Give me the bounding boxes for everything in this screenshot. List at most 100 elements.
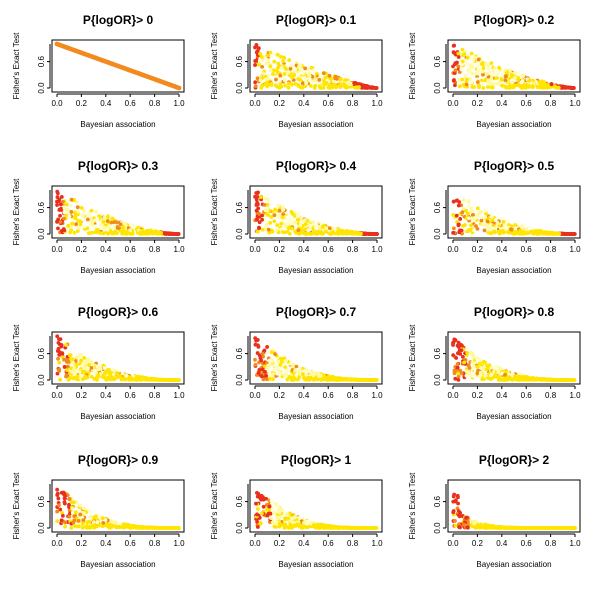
data-point xyxy=(286,81,291,86)
data-point xyxy=(276,515,281,520)
data-point xyxy=(88,509,93,514)
x-tick-label: 0.8 xyxy=(545,99,557,108)
data-point xyxy=(523,374,528,379)
data-point xyxy=(451,64,455,69)
x-tick-label: 0.6 xyxy=(323,539,335,548)
data-point xyxy=(283,370,288,375)
panel-title: P{logOR}> 0.8 xyxy=(474,305,555,319)
data-point xyxy=(76,226,81,230)
x-tick-label: 0.0 xyxy=(249,245,261,254)
data-point xyxy=(540,83,545,88)
data-point xyxy=(69,366,74,371)
data-point xyxy=(561,85,566,90)
data-point xyxy=(267,376,272,381)
data-point xyxy=(512,71,517,75)
data-point xyxy=(85,520,90,525)
y-tick-label: 0.6 xyxy=(37,495,46,507)
data-point xyxy=(295,377,300,382)
data-point xyxy=(78,512,83,517)
data-point xyxy=(287,218,291,223)
data-point xyxy=(342,82,347,87)
data-point xyxy=(144,229,149,234)
data-point xyxy=(56,356,60,361)
data-point xyxy=(279,84,284,89)
data-point xyxy=(565,526,570,530)
data-point xyxy=(497,65,502,70)
data-point xyxy=(466,204,471,209)
data-point xyxy=(475,80,480,85)
data-point xyxy=(479,366,484,370)
x-axis-label: Bayesian association xyxy=(278,120,353,129)
data-point xyxy=(283,83,288,88)
data-point xyxy=(63,524,67,529)
data-point xyxy=(279,65,284,70)
data-point xyxy=(456,55,461,59)
data-point xyxy=(140,376,145,381)
data-point xyxy=(75,205,80,210)
data-point xyxy=(469,223,473,228)
data-point xyxy=(55,195,60,199)
x-axis-label: Bayesian association xyxy=(476,120,551,129)
data-point xyxy=(453,83,457,88)
data-point xyxy=(353,85,357,90)
data-point xyxy=(282,525,287,530)
data-point xyxy=(55,334,60,339)
data-point xyxy=(75,355,80,359)
data-point xyxy=(513,374,517,379)
data-point xyxy=(302,218,307,223)
data-point xyxy=(78,222,83,227)
data-point xyxy=(566,378,571,382)
data-point xyxy=(267,208,272,213)
data-point xyxy=(253,357,257,362)
data-point xyxy=(255,217,259,222)
data-point xyxy=(72,518,77,523)
data-point xyxy=(101,521,106,525)
data-point xyxy=(254,501,258,506)
data-point xyxy=(456,495,460,500)
data-point xyxy=(79,213,84,217)
data-point xyxy=(297,77,302,82)
data-point xyxy=(64,343,68,347)
data-point xyxy=(317,84,322,89)
data-point xyxy=(462,522,466,527)
data-point xyxy=(489,214,494,219)
data-point xyxy=(513,223,518,228)
data-point xyxy=(58,377,63,382)
data-point xyxy=(485,72,489,77)
data-point xyxy=(456,203,461,208)
data-point xyxy=(475,522,480,527)
data-point xyxy=(303,525,308,529)
data-point xyxy=(90,362,95,367)
data-point xyxy=(101,524,105,528)
data-point xyxy=(570,232,575,236)
data-point xyxy=(359,378,364,382)
panel-title: P{logOR}> 0.6 xyxy=(78,305,159,319)
data-point xyxy=(335,76,339,81)
data-point xyxy=(306,228,311,233)
data-point xyxy=(80,525,85,530)
data-point xyxy=(280,230,285,234)
data-point xyxy=(283,517,287,522)
data-point xyxy=(478,370,483,375)
data-point xyxy=(168,232,173,236)
data-point xyxy=(255,512,259,517)
data-point xyxy=(466,369,471,374)
data-point xyxy=(341,229,346,234)
data-point xyxy=(265,76,269,81)
data-point xyxy=(358,231,363,236)
data-point xyxy=(81,208,86,213)
data-point xyxy=(69,227,73,232)
data-point xyxy=(55,220,59,224)
data-point xyxy=(455,198,460,203)
data-point xyxy=(485,63,490,67)
data-point xyxy=(290,211,295,216)
data-point xyxy=(500,83,504,88)
data-point xyxy=(293,225,298,230)
data-point xyxy=(468,77,472,81)
data-point xyxy=(97,513,101,518)
data-point xyxy=(255,351,260,355)
data-point xyxy=(253,80,258,85)
data-point xyxy=(490,85,495,90)
data-point xyxy=(129,376,134,381)
data-point xyxy=(321,524,326,529)
